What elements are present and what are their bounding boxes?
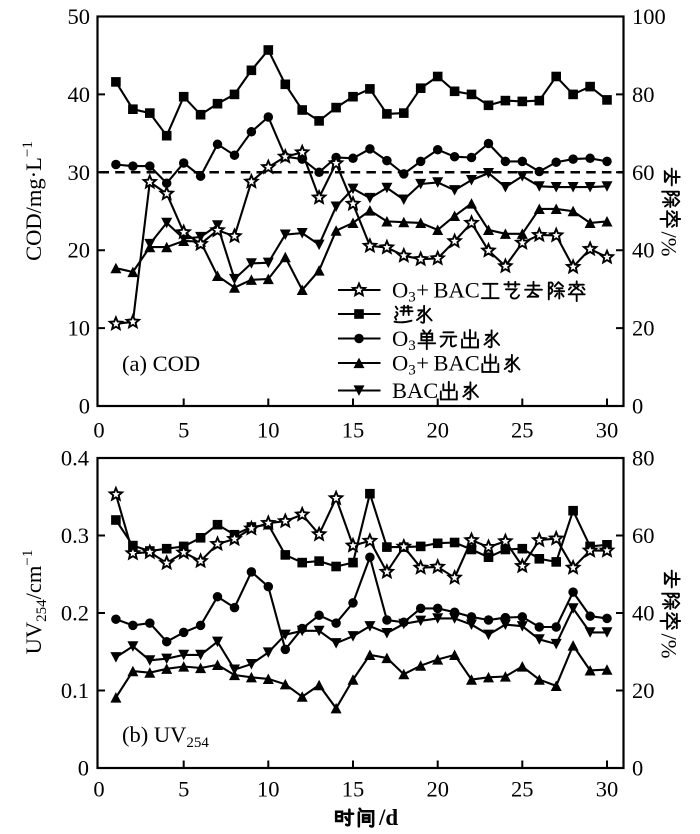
svg-text:0: 0 [632, 756, 643, 781]
svg-text:O: O [392, 351, 408, 376]
svg-text:15: 15 [342, 418, 365, 443]
svg-text:60: 60 [632, 160, 655, 185]
svg-text:0.2: 0.2 [61, 601, 89, 626]
svg-text:25: 25 [511, 777, 534, 802]
svg-text:O: O [392, 326, 408, 351]
svg-text:60: 60 [632, 523, 655, 548]
svg-text:20: 20 [426, 418, 449, 443]
svg-text:COD/mg·L−1: COD/mg·L−1 [20, 141, 46, 261]
svg-text:BAC: BAC [434, 278, 480, 303]
svg-text:O: O [392, 278, 408, 303]
svg-text:100: 100 [632, 4, 666, 29]
svg-text:25: 25 [511, 418, 534, 443]
svg-text:0.3: 0.3 [61, 523, 89, 548]
svg-text:40: 40 [632, 601, 655, 626]
svg-text:10: 10 [257, 418, 280, 443]
svg-text:0: 0 [78, 756, 89, 781]
svg-text:(a) COD: (a) COD [122, 351, 200, 376]
svg-text:+: + [416, 278, 429, 303]
svg-text:3: 3 [408, 290, 416, 306]
svg-text:0: 0 [93, 418, 104, 443]
svg-text:3: 3 [408, 338, 416, 354]
svg-text:0: 0 [632, 394, 643, 419]
svg-text:80: 80 [632, 446, 655, 471]
svg-text:20: 20 [426, 777, 449, 802]
svg-text:UV254/cm−1: UV254/cm−1 [20, 550, 50, 655]
svg-text:80: 80 [632, 82, 655, 107]
svg-text:20: 20 [632, 316, 655, 341]
svg-text:10: 10 [257, 777, 280, 802]
svg-text:+: + [416, 351, 429, 376]
svg-text:3: 3 [408, 363, 416, 379]
svg-text:0: 0 [79, 394, 90, 419]
svg-text:30: 30 [596, 777, 619, 802]
svg-text:15: 15 [342, 777, 365, 802]
svg-text:/d: /d [378, 805, 398, 830]
svg-text:BAC: BAC [434, 351, 480, 376]
svg-text:30: 30 [68, 160, 91, 185]
svg-text:20: 20 [632, 678, 655, 703]
svg-text:/%: /% [657, 232, 682, 257]
svg-text:30: 30 [596, 418, 619, 443]
svg-text:BAC: BAC [392, 378, 438, 403]
svg-text:20: 20 [68, 238, 91, 263]
svg-text:0.4: 0.4 [61, 446, 89, 471]
svg-text:5: 5 [178, 418, 189, 443]
svg-text:0.1: 0.1 [61, 678, 89, 703]
svg-text:40: 40 [68, 82, 91, 107]
svg-text:10: 10 [68, 316, 91, 341]
svg-text:50: 50 [68, 4, 91, 29]
svg-text:5: 5 [178, 777, 189, 802]
svg-text:/%: /% [657, 634, 682, 659]
svg-text:40: 40 [632, 238, 655, 263]
svg-text:0: 0 [93, 777, 104, 802]
